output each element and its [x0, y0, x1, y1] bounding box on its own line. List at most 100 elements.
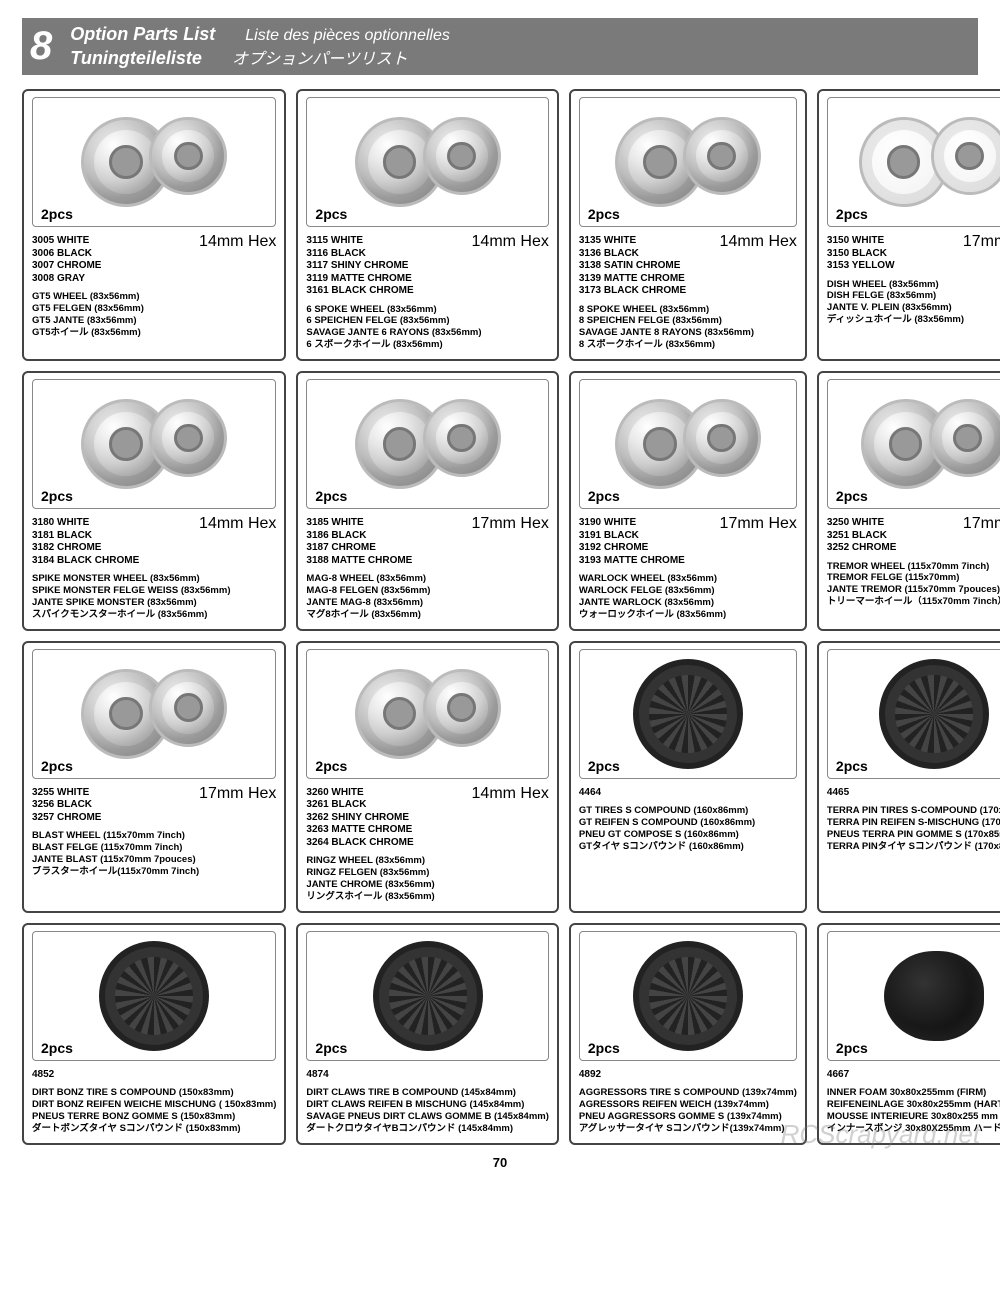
name-item: SAVAGE JANTE 6 RAYONS (83x56mm)	[306, 327, 548, 339]
variant-item: 3256 BLACK	[32, 799, 101, 812]
name-item: アグレッサータイヤ Sコンパウンド(139x74mm)	[579, 1123, 797, 1135]
pcs-label: 2pcs	[586, 1040, 622, 1056]
name-item: SAVAGE PNEUS DIRT CLAWS GOMME B (145x84m…	[306, 1111, 548, 1123]
name-list: WARLOCK WHEEL (83x56mm)WARLOCK FELGE (83…	[579, 573, 797, 621]
name-list: GT5 WHEEL (83x56mm)GT5 FELGEN (83x56mm)G…	[32, 291, 276, 339]
pcs-label: 2pcs	[834, 488, 870, 504]
name-item: REIFENEINLAGE 30x80x255mm (HART)	[827, 1099, 1000, 1111]
page: 8 Option Parts List Liste des pièces opt…	[0, 0, 1000, 1180]
name-item: ディッシュホイール (83x56mm)	[827, 314, 1000, 326]
variant-item: 3193 MATTE CHROME	[579, 555, 685, 568]
pcs-label: 2pcs	[586, 206, 622, 222]
part-image: 2pcs	[32, 931, 276, 1061]
pcs-label: 2pcs	[39, 488, 75, 504]
name-item: JANTE SPIKE MONSTER (83x56mm)	[32, 597, 276, 609]
pcs-label: 2pcs	[313, 758, 349, 774]
name-item: 8 SPOKE WHEEL (83x56mm)	[579, 304, 797, 316]
variant-item: 4874	[306, 1069, 328, 1082]
page-number: 70	[22, 1155, 978, 1170]
name-item: ダートボンズタイヤ Sコンパウンド (150x83mm)	[32, 1123, 276, 1135]
title-de: Tuningteileliste	[70, 48, 202, 69]
name-item: JANTE BLAST (115x70mm 7pouces)	[32, 854, 276, 866]
variant-item: 3260 WHITE	[306, 787, 413, 800]
name-item: MAG-8 FELGEN (83x56mm)	[306, 585, 548, 597]
part-image: 2pcs	[306, 649, 548, 779]
variant-list: 3150 WHITE3150 BLACK3153 YELLOW	[827, 235, 895, 273]
variant-list: 3135 WHITE3136 BLACK3138 SATIN CHROME313…	[579, 235, 686, 298]
pcs-label: 2pcs	[834, 206, 870, 222]
variant-item: 4852	[32, 1069, 54, 1082]
name-item: 6 スポークホイール (83x56mm)	[306, 339, 548, 351]
variant-list: 4852	[32, 1069, 54, 1082]
section-header: 8 Option Parts List Liste des pièces opt…	[22, 18, 978, 75]
name-item: 8 スポークホイール (83x56mm)	[579, 339, 797, 351]
name-item: SAVAGE JANTE 8 RAYONS (83x56mm)	[579, 327, 797, 339]
variant-list: 3250 WHITE3251 BLACK3252 CHROME	[827, 517, 896, 555]
part-card: 2pcs4465TERRA PIN TIRES S-COMPOUND (170x…	[817, 641, 1000, 913]
hex-label: 17mm Hex	[963, 515, 1000, 533]
name-item: JANTE WARLOCK (83x56mm)	[579, 597, 797, 609]
part-image: 2pcs	[306, 97, 548, 227]
part-image: 2pcs	[32, 379, 276, 509]
part-image: 2pcs	[579, 931, 797, 1061]
hex-label: 14mm Hex	[472, 785, 549, 803]
variant-item: 3008 GRAY	[32, 273, 101, 286]
name-list: SPIKE MONSTER WHEEL (83x56mm)SPIKE MONST…	[32, 573, 276, 621]
name-item: RINGZ WHEEL (83x56mm)	[306, 855, 548, 867]
part-image: 2pcs	[827, 931, 1000, 1061]
part-card: 2pcs 3250 WHITE3251 BLACK3252 CHROME 17mm …	[817, 371, 1000, 631]
hex-label: 17mm Hex	[199, 785, 276, 803]
variant-item: 3116 BLACK	[306, 248, 413, 261]
variant-item: 3005 WHITE	[32, 235, 101, 248]
name-item: GT5ホイール (83x56mm)	[32, 327, 276, 339]
part-image: 2pcs	[579, 649, 797, 779]
variant-item: 3251 BLACK	[827, 530, 896, 543]
name-item: JANTE V. PLEIN (83x56mm)	[827, 302, 1000, 314]
name-item: SPIKE MONSTER WHEEL (83x56mm)	[32, 573, 276, 585]
variant-list: 4465	[827, 787, 849, 800]
name-item: AGRESSORS REIFEN WEICH (139x74mm)	[579, 1099, 797, 1111]
variant-item: 3153 YELLOW	[827, 260, 895, 273]
name-item: DIRT CLAWS TIRE B COMPOUND (145x84mm)	[306, 1087, 548, 1099]
name-item: TREMOR WHEEL (115x70mm 7inch)	[827, 561, 1000, 573]
variant-item: 3188 MATTE CHROME	[306, 555, 412, 568]
name-item: TERRA PIN TIRES S-COMPOUND (170x85mm)	[827, 805, 1000, 817]
title-jp: オプションパーツリスト	[232, 45, 408, 69]
part-card: 2pcs4874DIRT CLAWS TIRE B COMPOUND (145x…	[296, 923, 558, 1145]
part-card: 2pcs3255 WHITE3256 BLACK3257 CHROME17mm …	[22, 641, 286, 913]
name-list: DIRT CLAWS TIRE B COMPOUND (145x84mm)DIR…	[306, 1087, 548, 1135]
part-card: 2pcs 4852 DIRT BONZ TIRE S COMPOUND (150x8…	[22, 923, 286, 1145]
variant-item: 3192 CHROME	[579, 542, 685, 555]
pcs-label: 2pcs	[834, 1040, 870, 1056]
name-item: BLAST FELGE (115x70mm 7inch)	[32, 842, 276, 854]
name-item: MAG-8 WHEEL (83x56mm)	[306, 573, 548, 585]
variant-item: 3252 CHROME	[827, 542, 896, 555]
name-list: INNER FOAM 30x80x255mm (FIRM)REIFENEINLA…	[827, 1087, 1000, 1135]
name-item: GT5 JANTE (83x56mm)	[32, 315, 276, 327]
hex-label: 17mm Hex	[472, 515, 549, 533]
name-item: DIRT BONZ REIFEN WEICHE MISCHUNG ( 150x8…	[32, 1099, 276, 1111]
variant-list: 4874	[306, 1069, 328, 1082]
name-item: PNEU GT COMPOSE S (160x86mm)	[579, 829, 797, 841]
name-list: DIRT BONZ TIRE S COMPOUND (150x83mm)DIRT…	[32, 1087, 276, 1135]
pcs-label: 2pcs	[586, 758, 622, 774]
part-image: 2pcs	[32, 97, 276, 227]
hex-label: 14mm Hex	[472, 233, 549, 251]
name-item: DIRT CLAWS REIFEN B MISCHUNG (145x84mm)	[306, 1099, 548, 1111]
hex-label: 14mm Hex	[720, 233, 797, 251]
variant-list: 3260 WHITE3261 BLACK3262 SHINY CHROME326…	[306, 787, 413, 850]
name-item: GT5 WHEEL (83x56mm)	[32, 291, 276, 303]
name-list: AGGRESSORS TIRE S COMPOUND (139x74mm)AGR…	[579, 1087, 797, 1135]
part-card: 2pcs3150 WHITE3150 BLACK3153 YELLOW17mm …	[817, 89, 1000, 361]
name-item: JANTE TREMOR (115x70mm 7pouces)	[827, 584, 1000, 596]
name-item: 6 SPOKE WHEEL (83x56mm)	[306, 304, 548, 316]
name-item: MOUSSE INTERIEURE 30x80x255 mm (FERME)	[827, 1111, 1000, 1123]
pcs-label: 2pcs	[313, 488, 349, 504]
variant-item: 4667	[827, 1069, 849, 1082]
part-card: 2pcs3005 WHITE3006 BLACK3007 CHROME3008 …	[22, 89, 286, 361]
variant-item: 3180 WHITE	[32, 517, 139, 530]
variant-item: 3135 WHITE	[579, 235, 686, 248]
part-image: 2pcs	[827, 97, 1000, 227]
title-en: Option Parts List	[70, 24, 215, 45]
variant-item: 3138 SATIN CHROME	[579, 260, 686, 273]
